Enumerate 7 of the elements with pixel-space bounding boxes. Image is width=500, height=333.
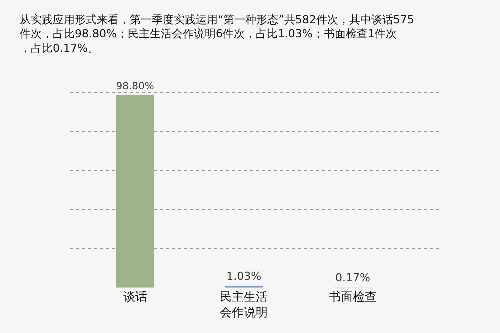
x-tick-label: 民主生活会作说明 xyxy=(220,290,268,320)
x-tick-label: 书面检查 xyxy=(328,290,377,304)
chart-title: 从实践应用形式来看，第一季度实践运用“第一种形态”共582件次，其中谈话575件次，占比98.80%；民主生活会作说明6件次，占比1.03%；书面检查1件次，占比0.17%。 xyxy=(20,13,414,55)
data-label: 1.03% xyxy=(226,270,262,283)
data-label: 0.17% xyxy=(335,272,370,285)
data-label: 98.80% xyxy=(116,81,154,92)
x-tick-label: 谈话 xyxy=(123,290,148,304)
